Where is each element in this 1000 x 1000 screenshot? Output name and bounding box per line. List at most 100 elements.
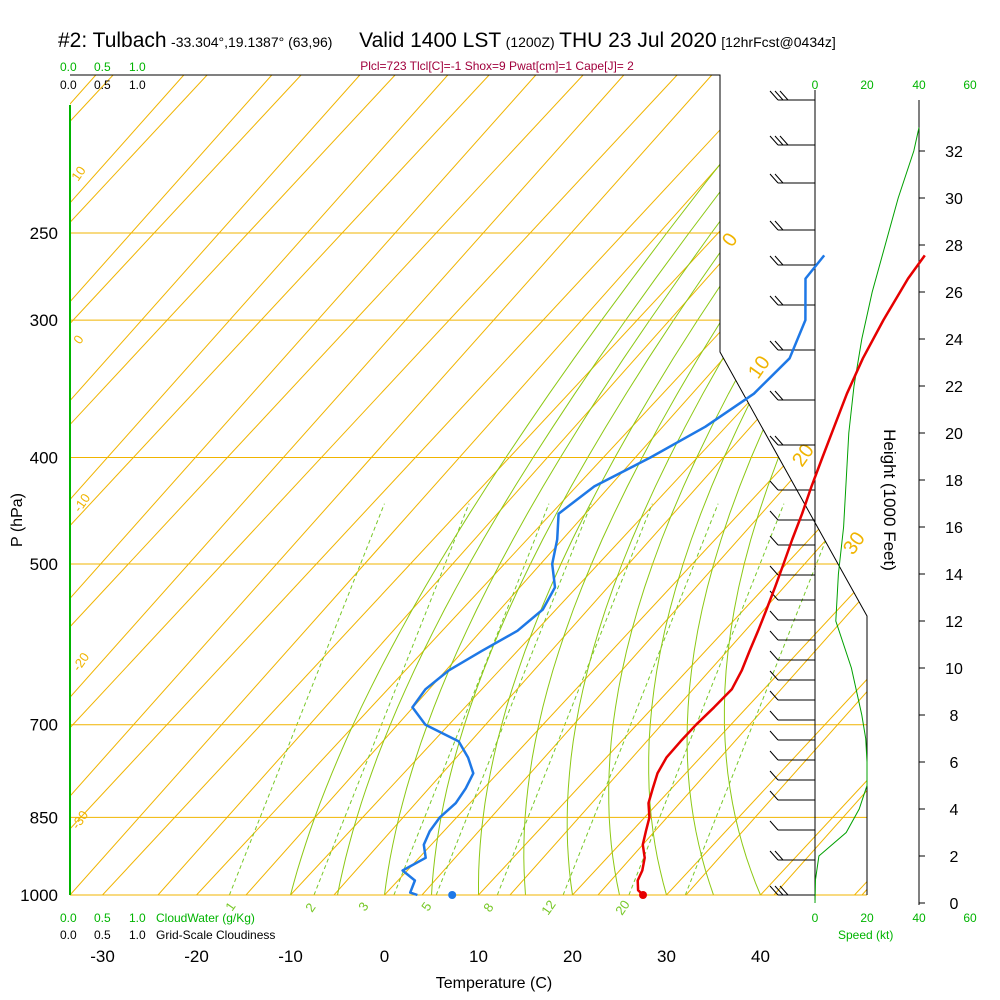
speed-label: Speed (kt) xyxy=(838,928,893,942)
wind-barb-feather xyxy=(774,390,784,401)
plot-frame xyxy=(70,74,868,895)
height-tick-label: 14 xyxy=(945,567,963,584)
mixing-ratio-label: 2 xyxy=(302,900,318,915)
dry-adiabat-line xyxy=(70,75,273,895)
temperature-tick-label: 20 xyxy=(563,947,582,966)
moist-adiabat-line xyxy=(723,126,867,895)
wind-barb xyxy=(769,340,815,351)
isotherm-line xyxy=(70,75,678,895)
speed-scale-bottom: 0 20 40 60 Speed (kt) xyxy=(812,911,977,942)
dry-adiabat-line xyxy=(70,75,537,895)
chart-header: #2: Tulbach -33.304°,19.1387° (63,96) Va… xyxy=(58,29,958,59)
wind-barb xyxy=(769,295,815,306)
speed-scale-top: 0 20 40 60 xyxy=(812,78,977,92)
mixing-ratio-label: 3 xyxy=(355,899,371,914)
wind-barb-feather xyxy=(769,850,779,861)
wind-barb xyxy=(769,90,815,101)
wind-barb xyxy=(769,650,815,661)
wind-barb xyxy=(769,390,815,401)
thermo-indices: Plcl=723 Tlcl[C]=-1 Shox=9 Pwat[cm]=1 Ca… xyxy=(360,59,634,73)
wind-barb-feather xyxy=(774,255,784,266)
temperature-profile xyxy=(636,254,926,896)
dry-adiabat-line xyxy=(70,75,713,895)
isotherm-line xyxy=(290,75,867,895)
wind-barb xyxy=(769,535,815,546)
mixing-ratio-label: 8 xyxy=(480,900,496,915)
wind-barb xyxy=(769,565,815,576)
isotherm-line xyxy=(854,75,867,895)
wind-barbs xyxy=(769,90,816,900)
temperature-tick-label: 40 xyxy=(751,947,770,966)
wind-barb-feather xyxy=(769,690,779,701)
wind-barb-feather xyxy=(769,790,779,801)
mixing-ratio-line xyxy=(496,503,653,895)
wind-barb xyxy=(769,590,815,601)
pressure-tick-label: 700 xyxy=(30,716,58,735)
wind-barb-feather xyxy=(769,770,779,781)
isotherm-line xyxy=(70,75,208,895)
isobars xyxy=(70,232,867,896)
speed-tick-top-60: 60 xyxy=(963,78,977,92)
dry-adiabat-label: 10 xyxy=(68,163,89,183)
forecast-date: THU 23 Jul 2020 xyxy=(559,29,717,52)
height-tick-label: 26 xyxy=(945,285,963,302)
wind-barb-feather xyxy=(769,173,779,184)
cloud-scale-bottom-green-0: 0.0 xyxy=(60,911,77,925)
wind-barb xyxy=(769,630,815,641)
cloud-scale-top-green-2: 1.0 xyxy=(129,60,146,74)
wind-barb-feather xyxy=(769,340,779,351)
site-title: #2: Tulbach xyxy=(58,29,167,52)
wind-barb-feather xyxy=(774,173,784,184)
dry-adiabat-line xyxy=(421,75,867,895)
wind-barb-feather xyxy=(769,435,779,446)
wind-barb-feather xyxy=(779,135,789,146)
speed-tick-top-0: 0 xyxy=(812,78,819,92)
cloud-scale-bottom-green-1: 0.5 xyxy=(94,911,111,925)
dry-adiabat-label: -30 xyxy=(68,808,91,832)
wind-barb xyxy=(769,850,815,861)
wind-barb-feather xyxy=(769,535,779,546)
dry-adiabat-label: 30 xyxy=(839,528,870,559)
height-tick-label: 22 xyxy=(945,379,963,396)
wind-barb-feather xyxy=(769,390,779,401)
wind-barb-feather xyxy=(769,730,779,741)
wind-barb-feather xyxy=(769,590,779,601)
wind-barb-feather xyxy=(769,135,779,146)
dry-adiabat-label: -10 xyxy=(70,491,93,515)
wind-barb-feather xyxy=(769,820,779,831)
valid-time: Valid 1400 LST xyxy=(359,29,502,52)
height-tick-label: 4 xyxy=(950,802,959,819)
height-tick-label: 12 xyxy=(945,614,963,631)
height-tick-label: 20 xyxy=(945,426,963,443)
cloud-scale-top-black-2: 1.0 xyxy=(129,78,146,92)
moist-adiabat-line xyxy=(384,126,792,895)
cloud-scale-bottom-green-2: 1.0 xyxy=(129,911,146,925)
dry-adiabat-line xyxy=(509,75,867,895)
wind-barb-feather xyxy=(774,885,784,896)
height-tick-label: 18 xyxy=(945,473,963,490)
height-tick-label: 28 xyxy=(945,238,963,255)
wind-barb-feather xyxy=(769,885,779,896)
plot-border xyxy=(69,74,868,895)
isotherm-line xyxy=(666,75,867,895)
moist-adiabats xyxy=(290,126,867,895)
wind-barb xyxy=(769,790,815,801)
cloud-scale-bottom: 0.0 0.5 1.0 CloudWater (g/Kg) 0.0 0.5 1.… xyxy=(60,911,275,942)
moist-adiabat-line xyxy=(566,126,867,895)
wind-speed-profile xyxy=(814,127,920,904)
wind-barb-feather xyxy=(769,750,779,761)
wind-barb-feather xyxy=(769,565,779,576)
height-tick-label: 32 xyxy=(945,144,963,161)
speed-tick-bottom-20: 20 xyxy=(860,911,874,925)
pressure-tick-label: 300 xyxy=(30,311,58,330)
cloud-scale-bottom-black-0: 0.0 xyxy=(60,928,77,942)
pressure-tick-label: 850 xyxy=(30,808,58,827)
wind-barb-feather xyxy=(769,630,779,641)
wind-barb-feather xyxy=(774,435,784,446)
x-axis-label: Temperature (C) xyxy=(436,975,552,992)
dry-adiabat-line xyxy=(245,75,867,895)
isotherm-line xyxy=(0,75,19,895)
cloud-scale-bottom-black-1: 0.5 xyxy=(94,928,111,942)
